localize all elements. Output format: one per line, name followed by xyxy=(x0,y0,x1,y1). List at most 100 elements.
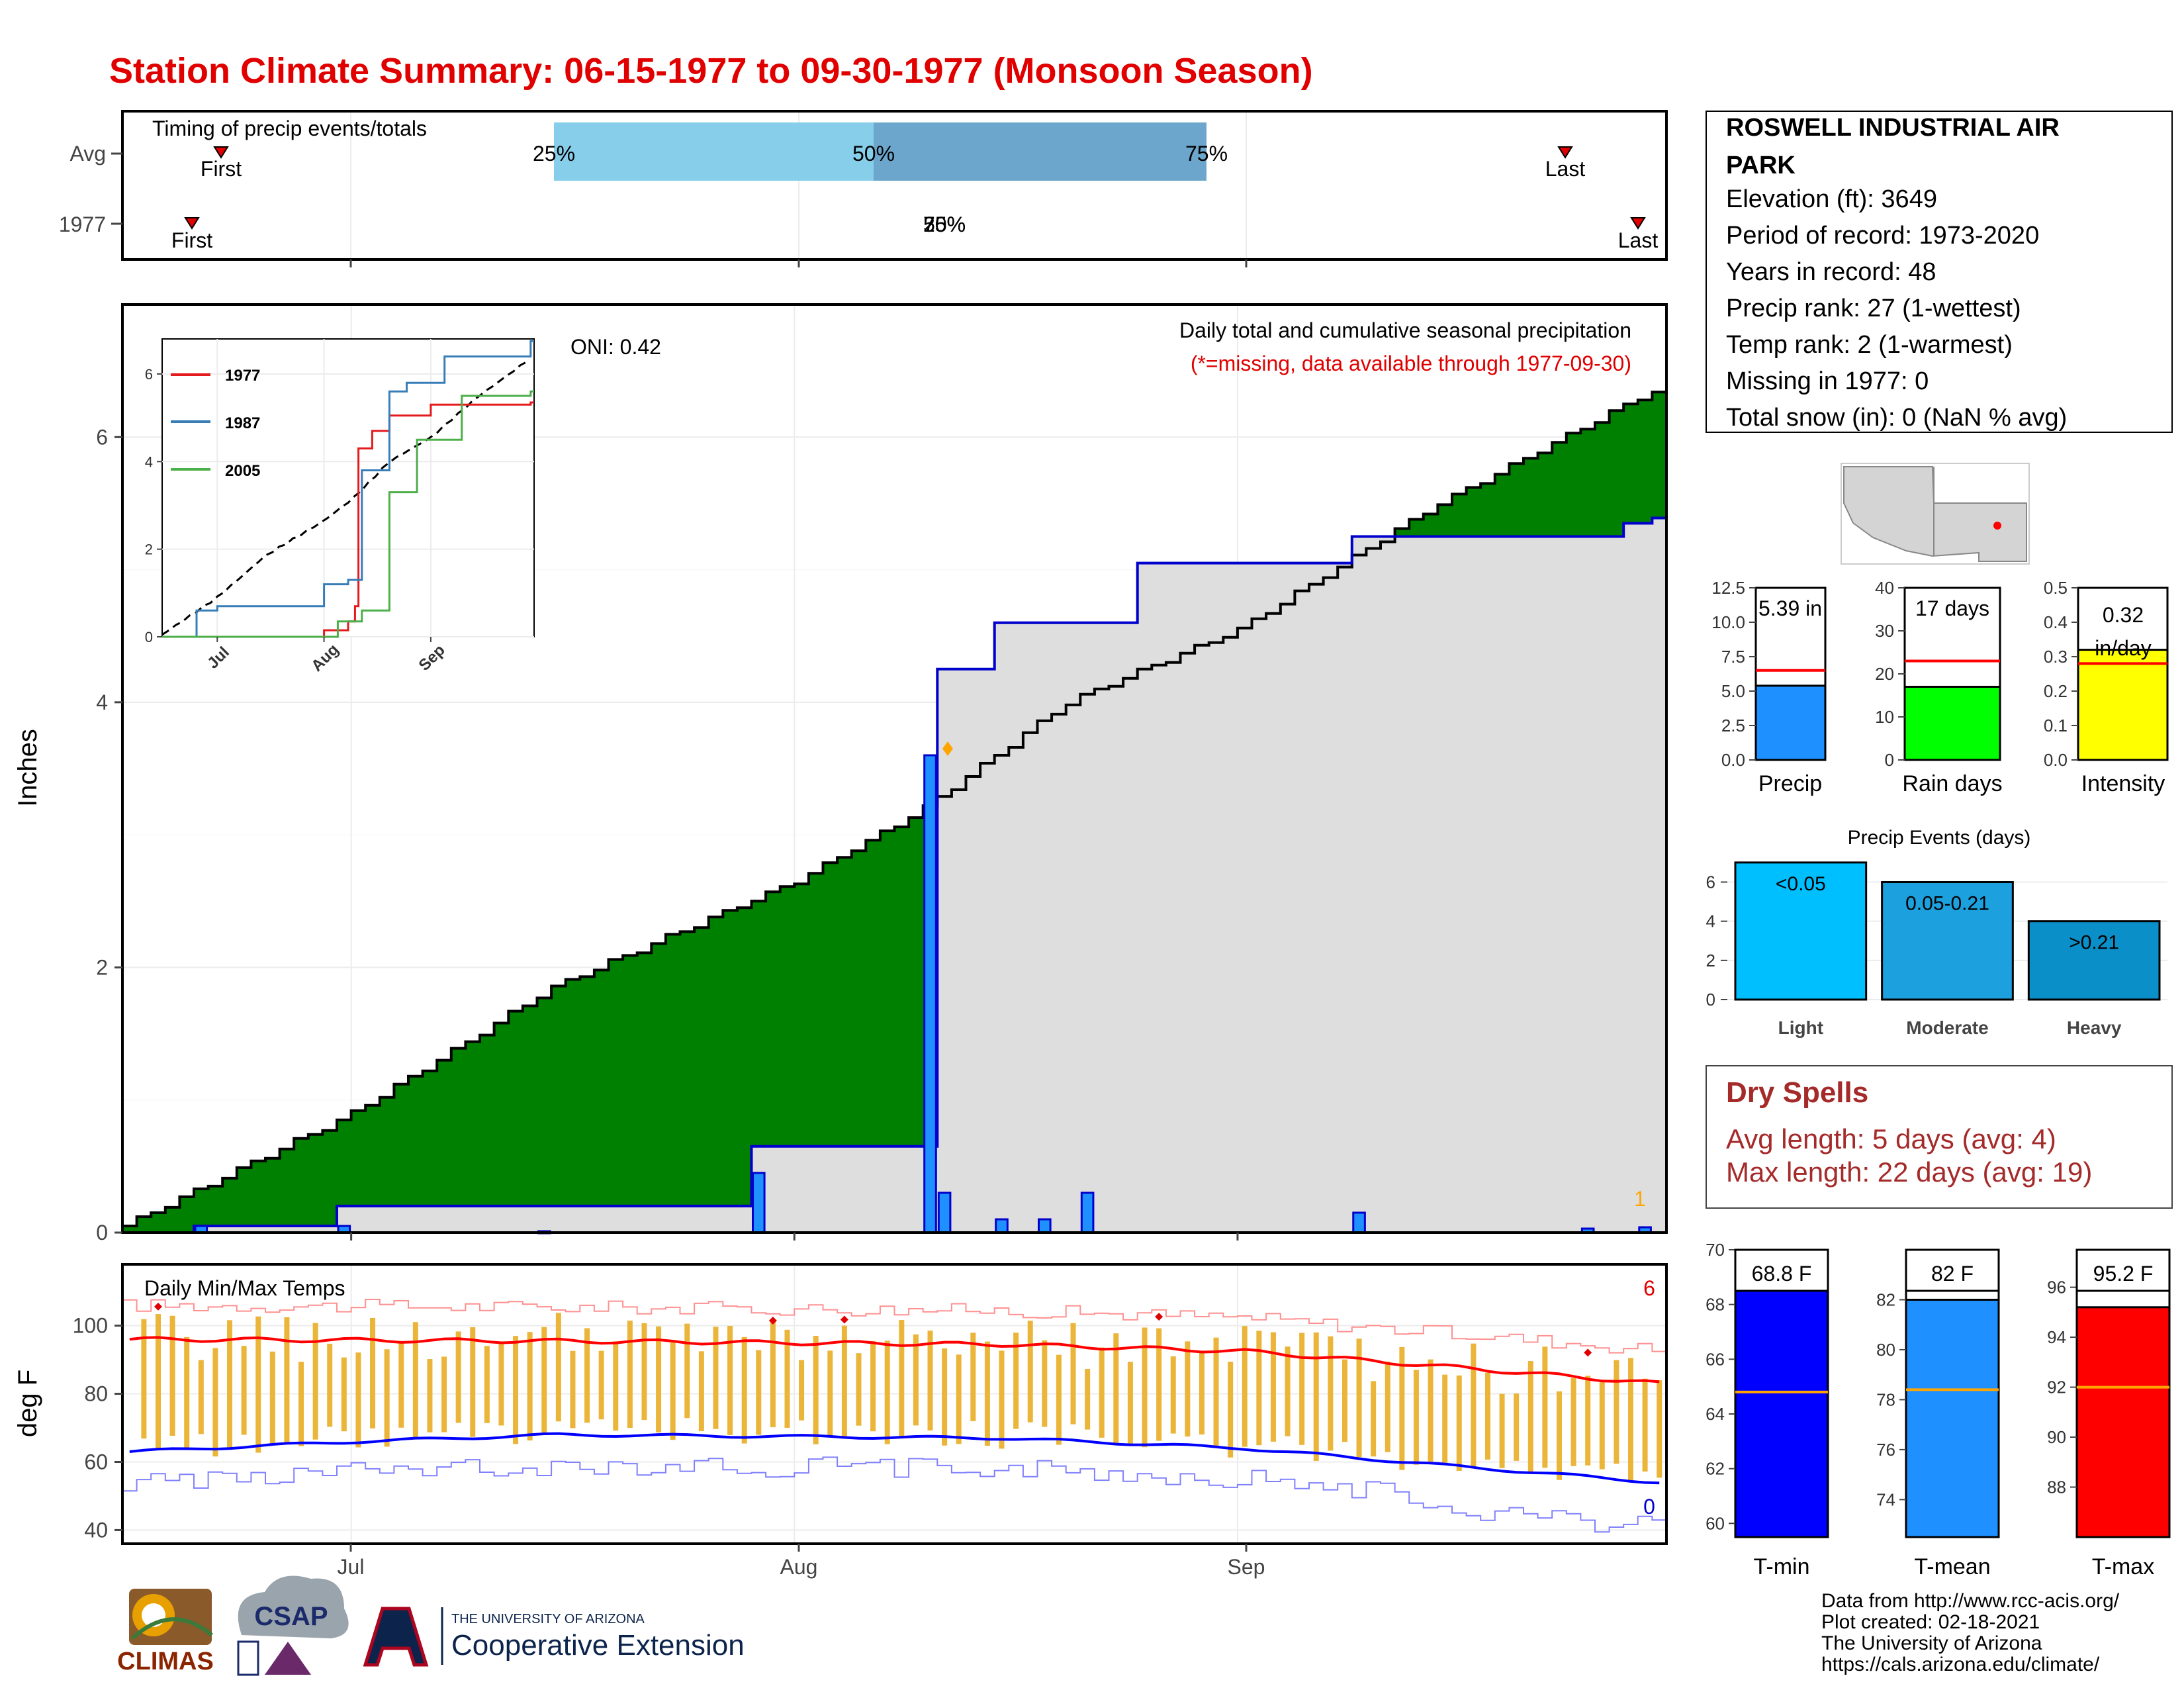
temp-ytick-label: 60 xyxy=(84,1450,108,1474)
daily-temp-bar xyxy=(1285,1346,1291,1436)
daily-temp-bar xyxy=(956,1354,962,1444)
daily-temp-bar xyxy=(684,1323,690,1419)
daily-precip-bar xyxy=(923,754,937,1234)
timing-1977-last-marker xyxy=(1630,217,1646,230)
precip-yaxis: 0 2 4 6 xyxy=(96,425,1239,1244)
intensity-bar-value-1: 0.32 xyxy=(2103,603,2144,627)
station-period: Period of record: 1973-2020 xyxy=(1726,222,2039,250)
daily-temp-bar xyxy=(1657,1380,1662,1478)
intensity-summary-tick-label: 0.2 xyxy=(2044,681,2068,701)
precip-ytick-label: 2 xyxy=(96,955,108,979)
daily-temp-bar xyxy=(799,1360,805,1421)
timing-avg-first-label: First xyxy=(201,157,242,181)
temp-frame xyxy=(121,1263,1668,1545)
ua-logo-big-text: Cooperative Extension xyxy=(451,1629,745,1662)
tmax-summary-tick-label: 88 xyxy=(2047,1477,2066,1497)
tmax-summary-bar xyxy=(2075,1306,2171,1538)
locator-map xyxy=(1841,463,2030,565)
temp-ytick-label: 40 xyxy=(84,1518,108,1542)
timing-1977-last-label: Last xyxy=(1618,228,1659,252)
daily-temp-bar xyxy=(241,1346,247,1435)
timing-1977-q50: 50% xyxy=(923,212,966,236)
daily-temp-bar xyxy=(312,1323,318,1440)
daily-temp-bar xyxy=(899,1320,905,1437)
raindays-summary-tick-label: 10 xyxy=(1875,707,1894,727)
temp-title: Daily Min/Max Temps xyxy=(144,1276,345,1300)
daily-temp-bar xyxy=(1514,1393,1520,1461)
avg-min-line xyxy=(129,1432,1660,1485)
daily-temp-bar xyxy=(269,1351,275,1446)
daily-temp-bar xyxy=(927,1331,933,1430)
csap-logo-text: CSAP xyxy=(254,1602,328,1631)
daily-temp-bar xyxy=(1199,1352,1205,1435)
precip-ytick-label: 0 xyxy=(96,1221,108,1244)
station-name-1: ROSWELL INDUSTRIAL AIR xyxy=(1726,114,2060,142)
tmean-summary-tick-label: 74 xyxy=(1876,1489,1895,1509)
precip-summary-tick-label: 10.0 xyxy=(1711,612,1745,632)
timing-q50-q75-bar xyxy=(874,122,1206,181)
daily-temp-bar xyxy=(484,1346,490,1423)
events-bar-heavy xyxy=(2027,920,2161,1001)
daily-temp-bar xyxy=(384,1349,390,1447)
daily-temp-bar xyxy=(355,1352,361,1448)
avg-cumulative-line xyxy=(122,391,1666,1227)
daily-temp-bar xyxy=(1256,1331,1262,1446)
precip-subtitle: (*=missing, data available through 1977-… xyxy=(1191,352,1631,375)
daily-temp-bar xyxy=(370,1317,376,1429)
raindays-summary-tick-label: 0 xyxy=(1885,750,1894,770)
daily-temp-bar xyxy=(541,1327,547,1435)
tmax-summary-tick-label: 94 xyxy=(2047,1327,2066,1347)
temp-xaxis: Jul Aug Sep xyxy=(338,1544,1265,1579)
inset-line-1987 xyxy=(162,340,534,638)
events-category-label: Moderate xyxy=(1906,1017,1988,1038)
tmin-summary-bar xyxy=(1734,1282,1829,1538)
daily-temp-bar xyxy=(1127,1362,1133,1446)
daily-temp-bar xyxy=(1042,1340,1048,1427)
daily-temp-bar xyxy=(513,1336,519,1444)
summary-bars: 0.0 2.5 5.0 7.5 10.0 12.5 0 10 20 30 40 0.0 0.1 0.2 0.… xyxy=(1711,578,2169,796)
daily-temp-bar xyxy=(184,1336,190,1450)
tmean-summary-tick-label: 80 xyxy=(1876,1340,1895,1360)
daily-temp-bar xyxy=(741,1336,747,1444)
timing-1977-q25: 25% xyxy=(923,212,966,236)
daily-temp-bar xyxy=(1599,1380,1605,1470)
events-bar-light xyxy=(1734,861,1868,1001)
daily-temp-bar xyxy=(1342,1359,1347,1442)
daily-temp-bar xyxy=(1642,1378,1648,1472)
daily-temp-bar xyxy=(427,1359,433,1432)
precip-summary-tick-label: 5.0 xyxy=(1721,681,1745,701)
timing-q25-q50-bar xyxy=(554,122,874,181)
xtick-jul: Jul xyxy=(338,1555,365,1579)
daily-temp-bar xyxy=(1585,1376,1591,1466)
station-years: Years in record: 48 xyxy=(1726,258,1936,286)
daily-temp-bar xyxy=(1456,1375,1462,1471)
daily-temp-bar xyxy=(1142,1327,1148,1448)
daily-temp-bar xyxy=(598,1350,604,1420)
record-high-points xyxy=(154,1302,1592,1357)
footer-line-3: The University of Arizona xyxy=(1821,1632,2042,1654)
daily-temp-bar xyxy=(827,1350,833,1437)
daily-temp-bar xyxy=(412,1322,418,1437)
tmax-summary-tick-label: 96 xyxy=(2047,1278,2066,1297)
daily-temp-bar xyxy=(613,1341,619,1431)
climas-logo-text: CLIMAS xyxy=(117,1648,214,1675)
daily-temp-bar xyxy=(999,1350,1005,1449)
inset-ytick-label: 4 xyxy=(145,453,153,470)
xtick-sep: Sep xyxy=(1228,1555,1265,1579)
daily-temp-bar xyxy=(1328,1336,1334,1451)
daily-temp-bar xyxy=(1556,1391,1562,1480)
avg-max-line xyxy=(129,1336,1660,1383)
events-ytick-label: 0 xyxy=(1706,990,1715,1009)
daily-temp-bar xyxy=(1499,1393,1505,1468)
temp-panel: Daily Min/Max Temps 6 0 deg F 406080100 … xyxy=(13,1263,1668,1579)
record-high-count: 6 xyxy=(1643,1276,1655,1300)
daily-temp-bar xyxy=(1056,1354,1062,1445)
oni-label: ONI: 0.42 xyxy=(570,335,661,359)
daily-temp-bar xyxy=(1484,1372,1490,1460)
daily-temp-bars xyxy=(141,1313,1662,1482)
daily-temp-bar xyxy=(441,1356,447,1432)
intensity-bar-value-2: in/day xyxy=(2095,636,2151,660)
daily-precip-bar xyxy=(937,1192,952,1234)
record-high-point xyxy=(768,1316,777,1325)
daily-temp-bar xyxy=(584,1328,590,1423)
